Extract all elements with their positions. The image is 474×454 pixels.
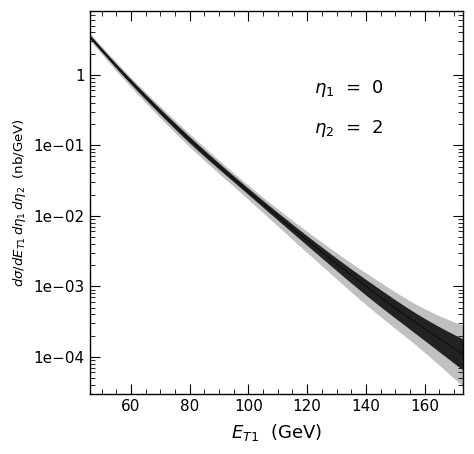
Text: $\eta_1$  =  0: $\eta_1$ = 0 [314, 78, 383, 99]
X-axis label: $E_{T1}$  (GeV): $E_{T1}$ (GeV) [231, 422, 322, 443]
Text: $\eta_2$  =  2: $\eta_2$ = 2 [314, 118, 383, 139]
Y-axis label: $d\sigma/dE_{T1}\,d\eta_1\,d\eta_2$  (nb/GeV): $d\sigma/dE_{T1}\,d\eta_1\,d\eta_2$ (nb/… [11, 118, 28, 287]
